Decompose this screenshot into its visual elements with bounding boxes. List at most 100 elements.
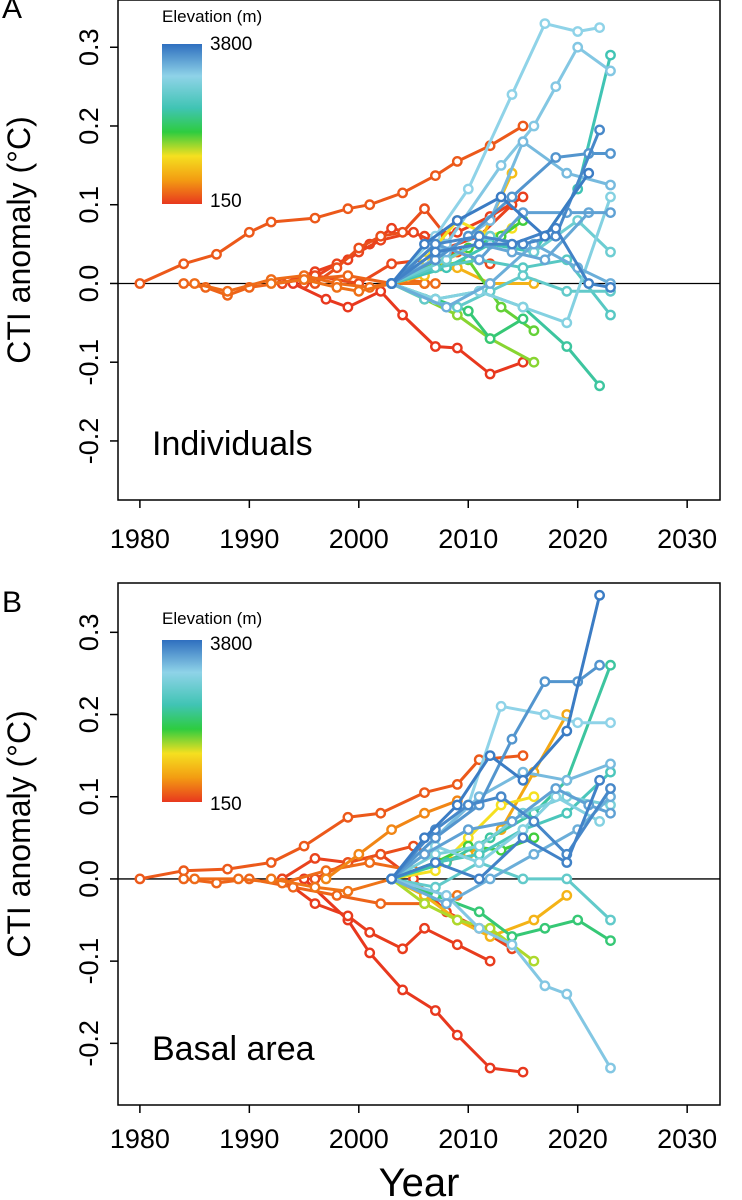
- data-point: [583, 167, 595, 179]
- y-tick-label: 0.1: [74, 186, 104, 224]
- data-point: [561, 807, 573, 819]
- x-tick-label: 2000: [329, 524, 389, 554]
- data-point: [178, 873, 190, 885]
- series: [134, 120, 529, 289]
- data-point: [386, 278, 397, 289]
- panel-a: A 1980 1990 2000 2010 2020 2030 -0.2 -0.1 0.0 0.1 0…: [1, 0, 721, 554]
- series-line: [302, 877, 525, 1074]
- data-point: [605, 309, 616, 321]
- data-point: [309, 898, 321, 909]
- data-point: [583, 278, 595, 289]
- data-point: [528, 791, 540, 803]
- data-point: [605, 179, 616, 191]
- data-point: [473, 238, 485, 250]
- series: [386, 873, 540, 967]
- data-point: [419, 807, 430, 819]
- data-point: [386, 873, 397, 885]
- data-point: [134, 873, 146, 885]
- data-point: [462, 305, 474, 317]
- y-axis-label: CTI anomaly (°C): [1, 116, 37, 364]
- data-point: [528, 325, 540, 337]
- data-point: [134, 278, 146, 289]
- data-point: [331, 262, 343, 274]
- data-point: [375, 898, 387, 909]
- data-point: [331, 890, 343, 901]
- data-point: [506, 816, 518, 827]
- series-line: [390, 242, 612, 309]
- x-tick-label: 2000: [329, 1124, 389, 1154]
- colorbar-title: Elevation (m): [162, 7, 262, 26]
- data-point: [364, 947, 376, 959]
- data-point: [594, 816, 605, 827]
- data-point: [484, 333, 496, 344]
- data-point: [429, 246, 441, 258]
- panel-letter: A: [2, 0, 22, 25]
- data-point: [342, 885, 354, 897]
- data-point: [265, 216, 277, 228]
- data-point: [484, 278, 496, 289]
- panel-letter: B: [2, 586, 22, 619]
- colorbar: [162, 640, 202, 802]
- data-point: [386, 222, 397, 234]
- data-point: [451, 779, 463, 790]
- data-point: [594, 589, 605, 601]
- data-point: [506, 89, 518, 100]
- data-point: [605, 758, 616, 770]
- data-point: [451, 939, 463, 951]
- y-tick-label: 0.2: [74, 696, 104, 734]
- data-point: [298, 840, 310, 852]
- data-point: [528, 955, 540, 967]
- y-tick-label: 0.3: [74, 28, 104, 66]
- x-axis-label: Year: [379, 1161, 460, 1200]
- data-point: [353, 285, 365, 297]
- data-point: [605, 914, 616, 926]
- data-point: [572, 914, 584, 926]
- y-tick-label: 0.1: [74, 778, 104, 816]
- data-point: [419, 922, 430, 934]
- data-point: [517, 120, 529, 132]
- data-point: [419, 238, 430, 250]
- series-line: [390, 171, 591, 285]
- data-point: [594, 774, 605, 786]
- data-point: [550, 81, 562, 93]
- data-point: [605, 783, 616, 794]
- data-point: [561, 725, 573, 737]
- data-point: [594, 659, 605, 671]
- data-point: [539, 922, 551, 934]
- x-tick-label: 2030: [657, 524, 717, 554]
- series-line: [280, 877, 492, 963]
- data-point: [550, 783, 562, 794]
- data-point: [517, 313, 529, 325]
- series: [386, 589, 605, 885]
- data-point: [364, 927, 376, 938]
- y-tick-label: 0.2: [74, 107, 104, 145]
- data-point: [451, 1029, 463, 1041]
- colorbar-max-label: 3800: [210, 634, 252, 655]
- data-point: [298, 274, 310, 285]
- data-point: [594, 380, 605, 392]
- series-line: [390, 861, 612, 922]
- data-point: [539, 676, 551, 687]
- series-line: [390, 128, 602, 285]
- data-point: [506, 733, 518, 745]
- colorbar: [162, 44, 202, 204]
- data-point: [594, 124, 605, 136]
- data-point: [572, 41, 584, 53]
- data-point: [451, 155, 463, 167]
- colorbar-title: Elevation (m): [162, 609, 262, 628]
- x-tick-label: 2020: [548, 1124, 608, 1154]
- data-point: [429, 857, 441, 868]
- series-line: [390, 195, 612, 325]
- x-tick-label: 1990: [219, 524, 279, 554]
- data-point: [320, 293, 332, 305]
- data-point: [473, 857, 485, 868]
- data-point: [265, 857, 277, 868]
- data-point: [243, 226, 255, 238]
- panel-annotation: Individuals: [152, 425, 313, 463]
- data-point: [353, 242, 365, 254]
- data-point: [517, 832, 529, 844]
- plot-frame: [117, 582, 721, 1106]
- data-point: [484, 873, 496, 885]
- data-point: [451, 342, 463, 354]
- data-point: [495, 700, 507, 712]
